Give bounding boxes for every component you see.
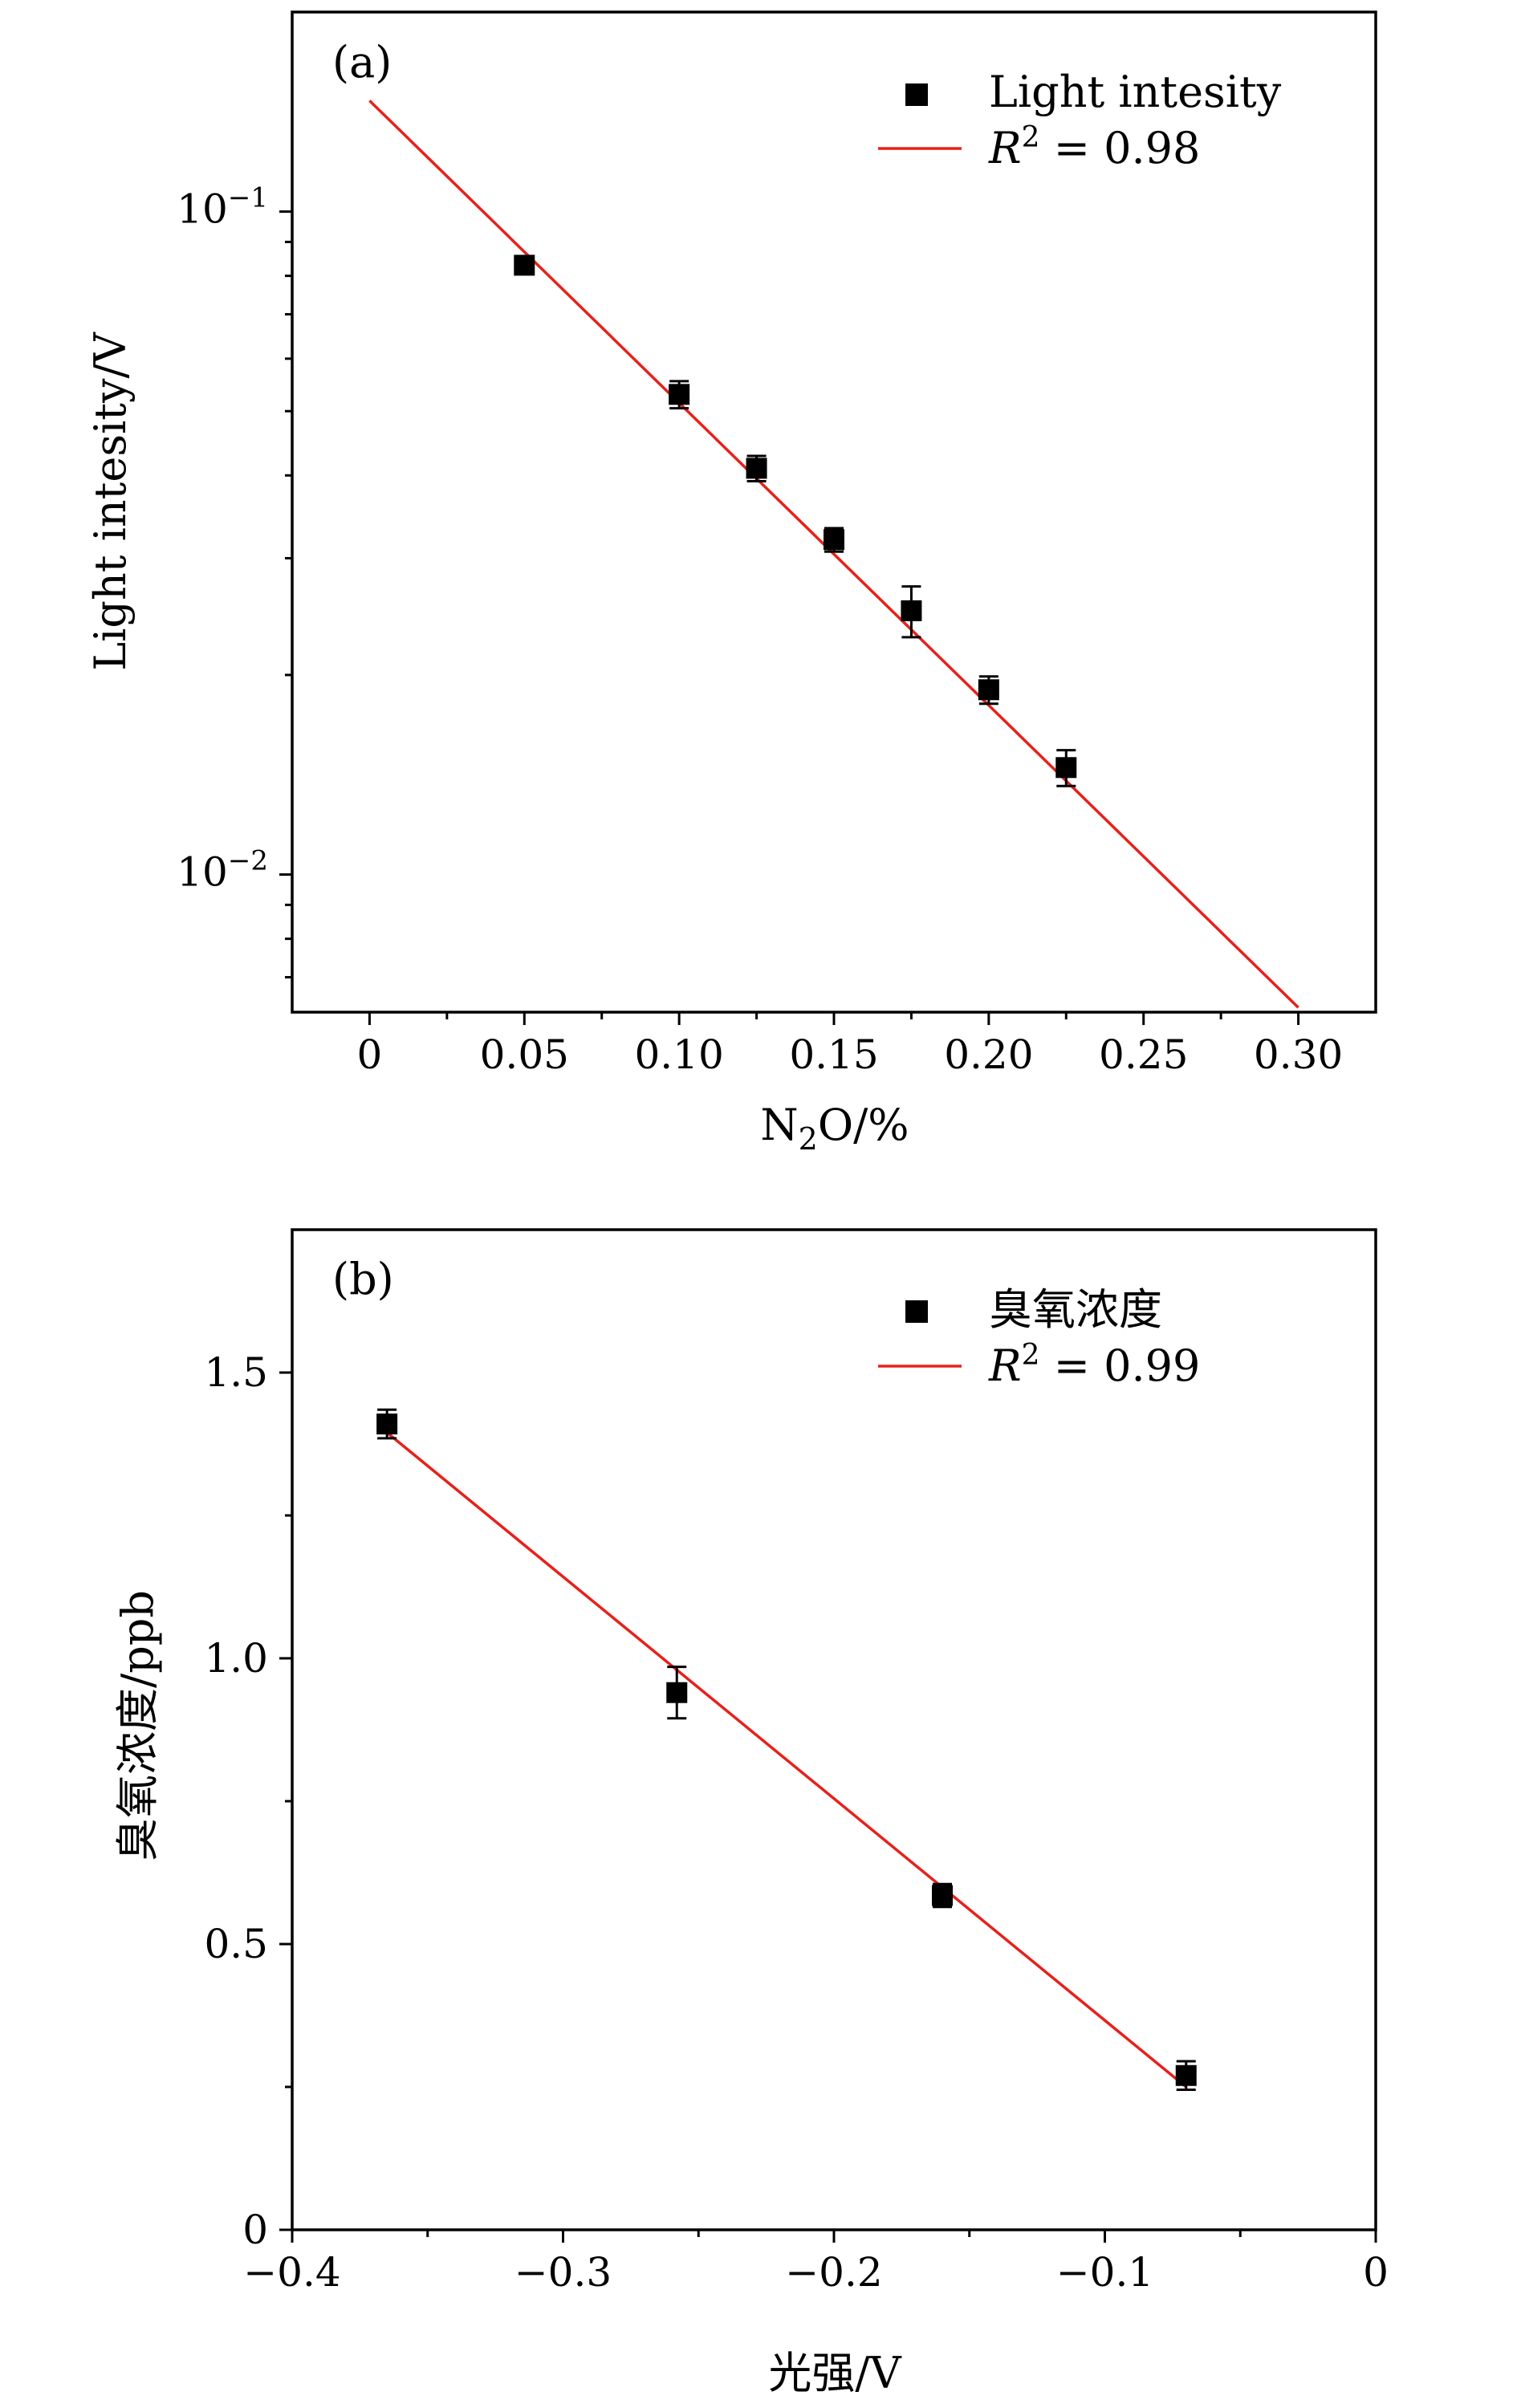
panel-a-y-tick-label: 10−2: [177, 845, 268, 896]
panel-b-x-tick-label: −0.3: [514, 2249, 612, 2296]
panel-a-legend: Light intesity R2 = 0.98: [878, 67, 1282, 173]
panel-b-y-tick-label: 1.5: [204, 1349, 268, 1396]
panel-a-legend-marker: [905, 83, 928, 106]
panel-a-x-tick-label: 0.20: [944, 1031, 1033, 1078]
panel-a-y-tick-label-exp: −2: [228, 845, 268, 877]
panel-b-legend: 臭氧浓度 R2 = 0.99: [878, 1284, 1200, 1391]
panel-a-y-tick-label-base: 10: [177, 849, 228, 896]
panel-a-x-axis-title-tail: O/%: [818, 1100, 909, 1150]
panel-a-x-axis-title-main: N: [760, 1100, 798, 1150]
panel-b-data-point: [376, 1413, 398, 1435]
panel-a-fit: [368, 100, 1299, 1009]
panel-a-x-tick-label: 0: [357, 1031, 383, 1078]
panel-b-legend-fit-value: = 0.99: [1040, 1340, 1201, 1391]
panel-a: (a) 0 0.05 0.10 0.15 0.20 0.25 0.30 10−210−1 N…: [85, 10, 1377, 1157]
panel-a-x-tick-label: 0.25: [1099, 1031, 1188, 1078]
panel-b-legend-fit-sup: 2: [1022, 1339, 1040, 1372]
panel-b-x-axis-title: 光强/V: [768, 2348, 901, 2398]
panel-b-y-tick-label: 0: [242, 2207, 268, 2253]
panel-a-x-tick-label: 0.05: [480, 1031, 569, 1078]
panel-b-label: (b): [332, 1254, 394, 1304]
panel-b-y-axis-title: 臭氧浓度/ppb: [112, 1590, 163, 1861]
panel-a-points: [514, 254, 1077, 787]
panel-b-legend-fit-label: R2 = 0.99: [988, 1339, 1200, 1391]
panel-a-y-axis: 10−210−1: [177, 182, 292, 978]
panel-a-x-tick-label: 0.15: [789, 1031, 878, 1078]
panel-a-data-point: [978, 679, 999, 701]
panel-a-legend-fit-sup: 2: [1022, 121, 1040, 154]
panel-a-x-axis-title-subscript: 2: [799, 1121, 818, 1157]
panel-b-x-tick-label: −0.2: [785, 2249, 882, 2296]
panel-a-y-axis-title: Light intesity/V: [85, 332, 136, 670]
panel-a-legend-fit-label: R2 = 0.98: [988, 121, 1200, 173]
panel-b-legend-marker-label: 臭氧浓度: [989, 1284, 1162, 1335]
panel-a-data-point: [1055, 757, 1077, 779]
panel-b-legend-fit-r: R: [988, 1340, 1022, 1391]
panel-a-legend-fit-r: R: [988, 123, 1022, 173]
panel-a-data-point: [901, 600, 922, 621]
panel-a-x-tick-label: 0.10: [634, 1031, 723, 1078]
panel-a-data-point: [824, 529, 844, 551]
panel-b: (b) −0.4 −0.3 −0.2 −0.1 0 0 0.5 1.0 1.5 光强/V 臭氧…: [112, 1228, 1389, 2398]
panel-b-points: [376, 1408, 1197, 2092]
panel-b-fit-line: [386, 1431, 1187, 2089]
panel-a-label: (a): [332, 37, 392, 87]
panel-a-legend-fit-value: = 0.98: [1040, 123, 1201, 173]
panel-b-x-tick-label: −0.4: [243, 2249, 340, 2296]
panel-b-data-point: [932, 1885, 953, 1906]
panel-b-data-point: [666, 1682, 688, 1703]
panel-a-data-point: [746, 458, 767, 479]
panel-a-x-axis-title: N2O/%: [760, 1100, 909, 1157]
panel-a-legend-marker-label: Light intesity: [989, 67, 1282, 117]
panel-b-x-tick-label: 0: [1363, 2249, 1389, 2296]
panel-a-data-point: [514, 254, 535, 276]
panel-b-y-tick-label: 1.0: [204, 1635, 268, 1682]
panel-b-data-point: [1175, 2064, 1197, 2086]
panel-a-x-axis: 0 0.05 0.10 0.15 0.20 0.25 0.30: [357, 1012, 1343, 1078]
panel-b-y-tick-label: 0.5: [204, 1921, 268, 1967]
panel-a-x-tick-label: 0.30: [1254, 1031, 1343, 1078]
panel-b-x-axis: −0.4 −0.3 −0.2 −0.1 0: [243, 2230, 1389, 2296]
panel-a-y-tick-label-base: 10: [177, 186, 228, 233]
panel-b-legend-marker: [905, 1300, 928, 1323]
panel-a-fit-line: [368, 100, 1299, 1009]
panel-b-y-axis: 0 0.5 1.0 1.5: [204, 1349, 292, 2253]
panel-b-x-tick-label: −0.1: [1056, 2249, 1153, 2296]
panel-a-y-tick-label-exp: −1: [228, 182, 268, 214]
panel-a-y-tick-label: 10−1: [177, 182, 268, 233]
panel-a-data-point: [669, 384, 690, 405]
panel-b-fit: [386, 1431, 1187, 2089]
